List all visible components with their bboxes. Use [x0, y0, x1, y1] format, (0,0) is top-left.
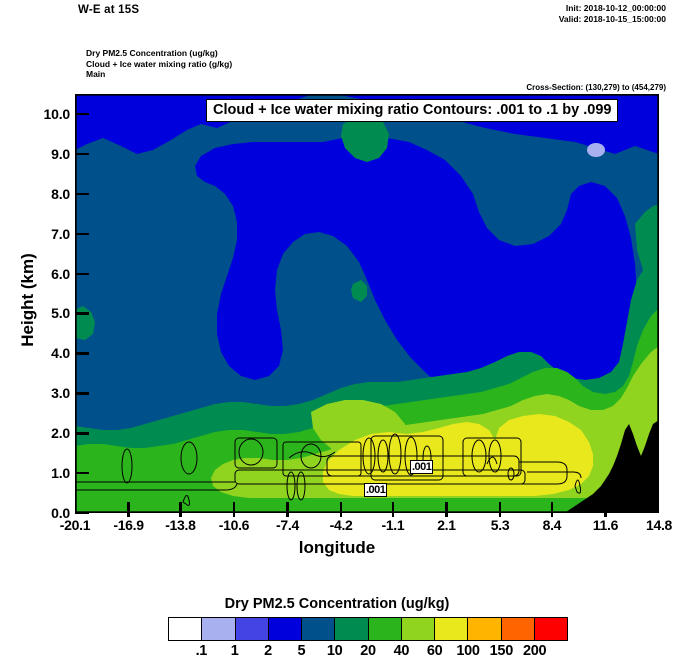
band-10-20-upper-left	[341, 116, 389, 162]
x-tick-label: 11.6	[592, 517, 619, 533]
page-title: W-E at 15S	[78, 4, 140, 16]
y-tick-label: 3.0	[51, 385, 70, 402]
colorbar-swatch	[468, 618, 502, 640]
y-tick-label: 1.0	[51, 465, 70, 482]
colorbar-tick-label: 2	[264, 643, 272, 659]
x-axis-ticks: -20.1 -16.9 -13.8 -10.6 -7.4 -4.2 -1.1 2.1 5.3 8.…	[60, 502, 672, 539]
x-tick-label: -13.8	[165, 517, 196, 533]
x-tick-label: 14.8	[645, 517, 673, 533]
y-tick-mark	[75, 152, 89, 156]
y-tick-label: 7.0	[51, 225, 70, 242]
plot-frame	[75, 94, 659, 513]
colorbar-tick-label: 10	[326, 643, 343, 659]
init-time-label: Init: 2018-10-12_00:00:00	[565, 3, 666, 13]
variable-line-1: Dry PM2.5 Concentration (ug/kg)	[86, 48, 218, 58]
y-tick-mark	[75, 232, 89, 236]
colorbar-tick-label: 150	[489, 643, 514, 659]
x-tick-mark	[127, 502, 130, 517]
colorbar-tick-labels: .1 1 2 5 10 20 40 60 100 150 200	[168, 643, 568, 665]
colorbar-swatch	[534, 618, 567, 640]
colorbar-tick-label: 100	[456, 643, 480, 659]
filled-contour-layers	[75, 94, 659, 513]
y-tick-label: 0.0	[51, 505, 70, 521]
x-tick-mark	[445, 502, 448, 517]
y-tick-label: 2.0	[51, 425, 70, 442]
y-tick-mark	[75, 432, 89, 435]
colorbar-swatch	[169, 618, 203, 640]
x-tick-mark	[232, 502, 236, 517]
y-tick-label: 4.0	[51, 345, 70, 362]
colorbar-tick-label: 20	[360, 643, 376, 659]
y-tick-mark	[75, 512, 89, 515]
y-axis-title: Height (km)	[18, 253, 37, 347]
y-tick-mark	[75, 352, 89, 355]
band-10-20-right-col	[635, 204, 659, 294]
colorbar-swatch	[368, 618, 402, 640]
y-tick-mark	[75, 312, 89, 315]
terrain-surface	[565, 420, 659, 513]
colorbar	[168, 617, 568, 641]
y-axis-ticks: 0.0 1.0 2.0 3.0 4.0 5.0 6.0 7.0 8.0 9.0 10.0	[4, 94, 89, 521]
colorbar-swatch	[202, 618, 236, 640]
colorbar-tick-label: 5	[297, 643, 306, 659]
x-axis-title: longitude	[298, 538, 376, 557]
colorbar-title: Dry PM2.5 Concentration (ug/kg)	[224, 596, 450, 612]
colorbar-tick-label: 200	[523, 643, 547, 659]
cross-section-plot	[75, 94, 659, 513]
x-tick-mark	[550, 502, 554, 517]
colorbar-swatch	[302, 618, 336, 640]
cross-section-label: Cross-Section: (130,279) to (454,279)	[526, 83, 666, 92]
colorbar-tick-label: .1	[195, 643, 208, 659]
colorbar-tick-label: 60	[426, 643, 443, 659]
x-tick-label: 2.1	[437, 517, 456, 533]
x-tick-mark	[498, 502, 502, 517]
valid-time-label: Valid: 2018-10-15_15:00:00	[558, 14, 666, 24]
y-tick-label: 5.0	[51, 305, 70, 322]
colorbar-swatch	[401, 618, 435, 640]
y-tick-mark	[75, 192, 89, 196]
contour-field-svg	[75, 94, 659, 513]
colorbar-tick-label: 40	[393, 643, 410, 659]
y-tick-label: 10.0	[43, 105, 71, 122]
colorbar-tick-label: 1	[230, 643, 239, 659]
x-tick-mark	[391, 502, 395, 517]
colorbar-swatch	[335, 618, 369, 640]
x-tick-mark	[339, 502, 343, 517]
cloud-ice-contour-lines	[75, 433, 582, 506]
colorbar-swatch	[435, 618, 469, 640]
contour-banner-label: Cloud + Ice water mixing ratio Contours:…	[206, 99, 619, 122]
band-10-20-mid-speck	[351, 280, 367, 302]
band-2-5-center	[195, 136, 637, 418]
x-tick-label: -4.2	[329, 517, 353, 533]
y-tick-label: 8.0	[51, 185, 70, 202]
variable-line-2: Cloud + Ice water mixing ratio (g/kg)	[86, 58, 233, 69]
variable-info-block: Dry PM2.5 Concentration (ug/kg) Cloud + …	[86, 48, 232, 80]
x-tick-mark	[604, 502, 607, 517]
contour-value-label-1: .001	[410, 460, 434, 474]
y-tick-label: 9.0	[51, 145, 70, 162]
x-tick-label: -7.4	[276, 517, 299, 533]
x-tick-label: -16.9	[113, 517, 144, 533]
colorbar-swatch	[268, 618, 302, 640]
x-tick-mark	[179, 502, 182, 517]
variable-line-3: Main	[86, 69, 106, 79]
x-tick-label: 8.4	[542, 517, 562, 533]
band-0.1-1-blob	[587, 143, 605, 157]
colorbar-swatch	[235, 618, 269, 640]
colorbar-swatch	[501, 618, 535, 640]
y-tick-mark	[75, 272, 89, 275]
y-tick-label: 6.0	[51, 265, 70, 282]
y-tick-mark	[75, 392, 89, 395]
x-tick-label: -20.1	[59, 517, 91, 533]
y-tick-mark	[75, 112, 89, 116]
x-tick-label: -1.1	[381, 517, 405, 533]
x-tick-label: -10.6	[218, 517, 250, 533]
x-tick-mark	[286, 502, 289, 517]
y-tick-mark	[75, 472, 89, 475]
x-tick-label: 5.3	[490, 517, 510, 533]
contour-value-label-2: .001	[364, 483, 388, 497]
